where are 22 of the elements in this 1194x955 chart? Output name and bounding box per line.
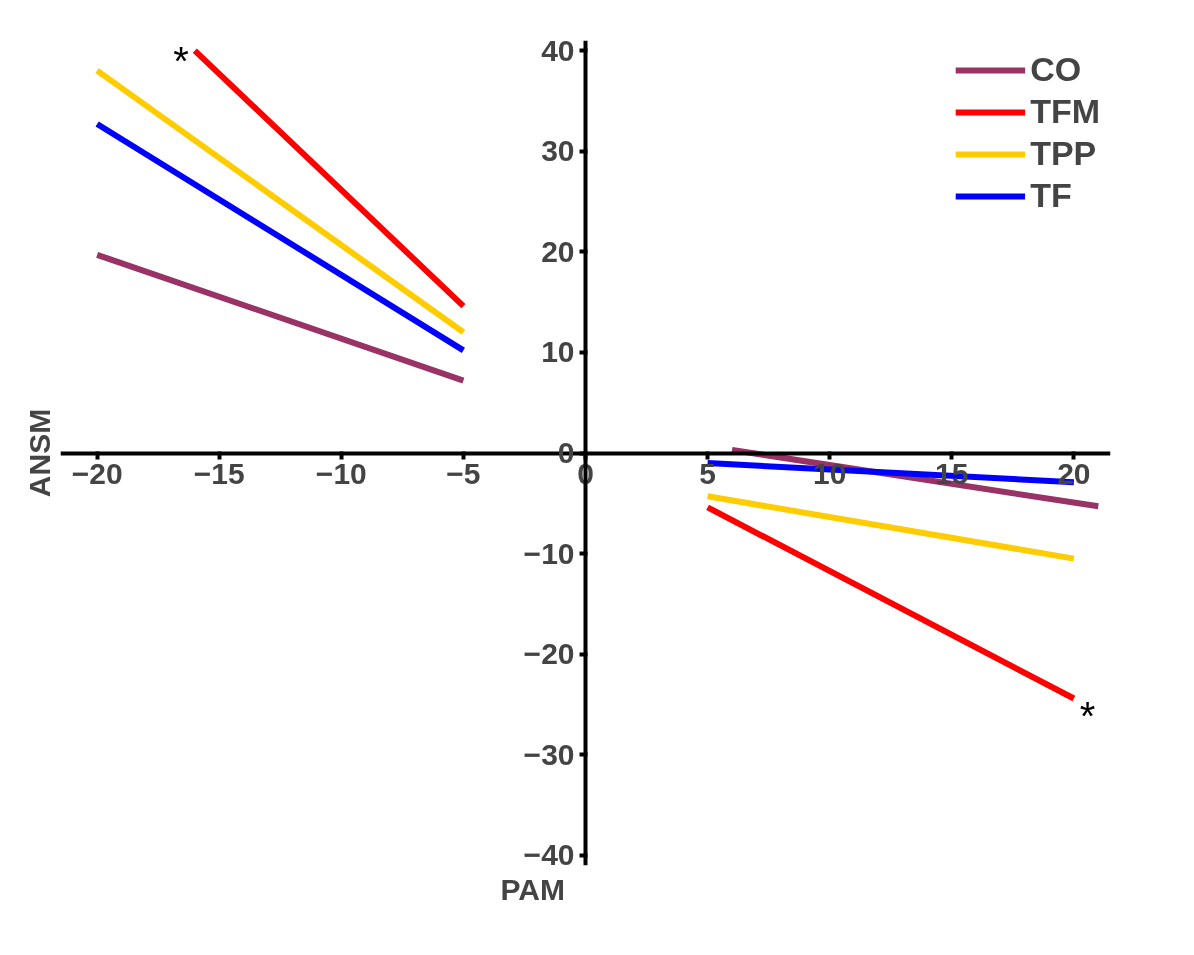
legend-label: TFM [1030,92,1100,131]
x-tick-label: −15 [193,457,245,490]
y-axis-title: ANSM [22,408,56,498]
x-tick-label: −5 [446,457,481,490]
legend-label: TF [1030,176,1072,215]
y-tick-label: 10 [541,335,575,369]
x-tick-label: 5 [699,457,716,490]
legend-label: TPP [1030,134,1097,173]
y-tick-label: −10 [523,536,575,570]
x-tick-label: −20 [71,457,123,490]
annotation: * [173,38,189,83]
y-tick-label: 40 [541,33,575,67]
y-tick-label: 30 [541,134,575,168]
x-tick-label: 20 [1057,457,1091,490]
y-tick-label: −40 [523,838,575,872]
legend-label: CO [1030,50,1082,89]
y-tick-label: −30 [523,737,575,771]
y-tick-label: −20 [523,637,575,671]
x-tick-label: −10 [315,457,367,490]
y-tick-label: 20 [541,234,575,268]
annotation: * [1079,694,1096,739]
x-axis-title: PAM [500,872,565,906]
